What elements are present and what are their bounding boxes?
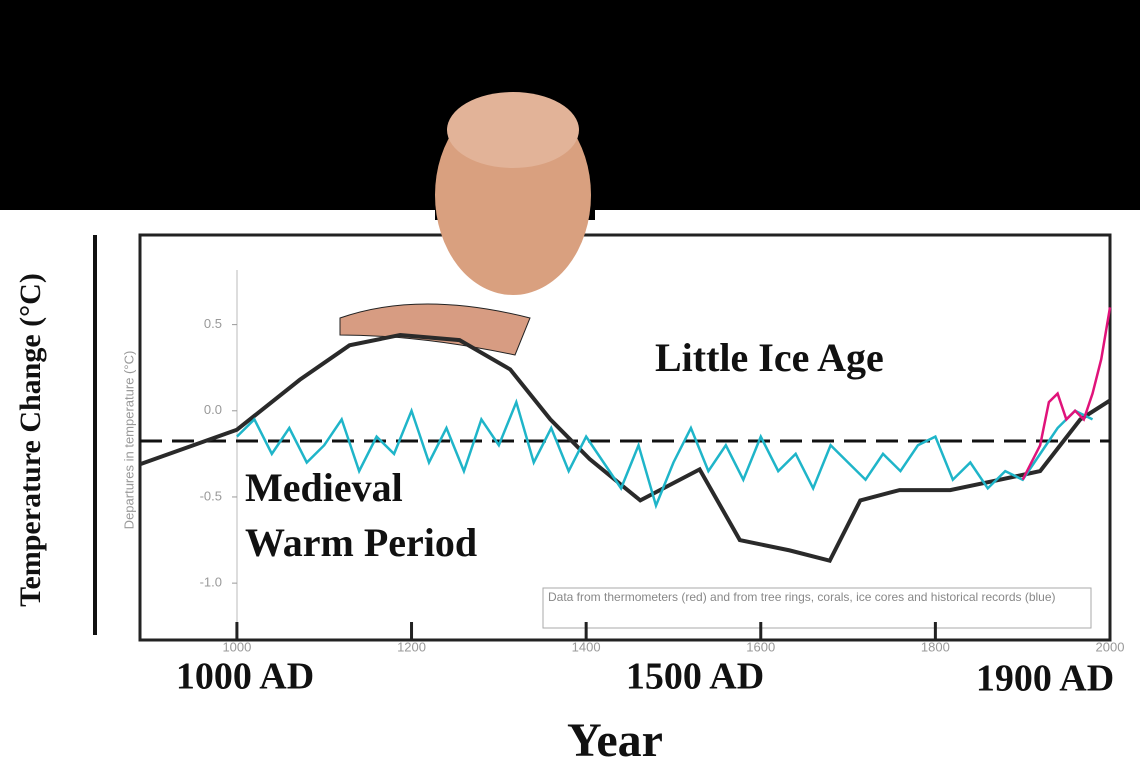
annotation: Warm Period <box>245 520 477 565</box>
era-label: 1900 AD <box>976 658 1114 700</box>
y-axis-label: Temperature Change (°C) <box>14 273 47 607</box>
note-holder: Data from thermometers (red) and from tr… <box>548 590 1088 628</box>
x-tick-label: 1800 <box>921 639 950 654</box>
y-tick-label: -0.5 <box>200 488 222 503</box>
x-tick-label: 1600 <box>746 639 775 654</box>
x-axis-label: Year <box>567 714 663 767</box>
era-label: 1000 AD <box>176 656 314 698</box>
x-tick-label: 1400 <box>572 639 601 654</box>
annotation: Medieval <box>245 465 403 510</box>
note: Data from thermometers (red) and from tr… <box>548 590 1088 605</box>
annotation: Little Ice Age <box>655 335 884 380</box>
y-tick-label: 0.0 <box>204 402 222 417</box>
x-tick-label: 2000 <box>1096 639 1125 654</box>
x-tick-label: 1200 <box>397 639 426 654</box>
x-tick-label: 1000 <box>222 639 251 654</box>
era-label: 1500 AD <box>626 656 764 698</box>
inner-y-label: Departures in temperature (°C) <box>121 351 136 530</box>
background <box>5 210 1135 770</box>
y-tick-label: -1.0 <box>200 575 222 590</box>
y-tick-label: 0.5 <box>204 316 222 331</box>
chart: Temperature Change (°C) Departures in te… <box>0 0 1140 774</box>
